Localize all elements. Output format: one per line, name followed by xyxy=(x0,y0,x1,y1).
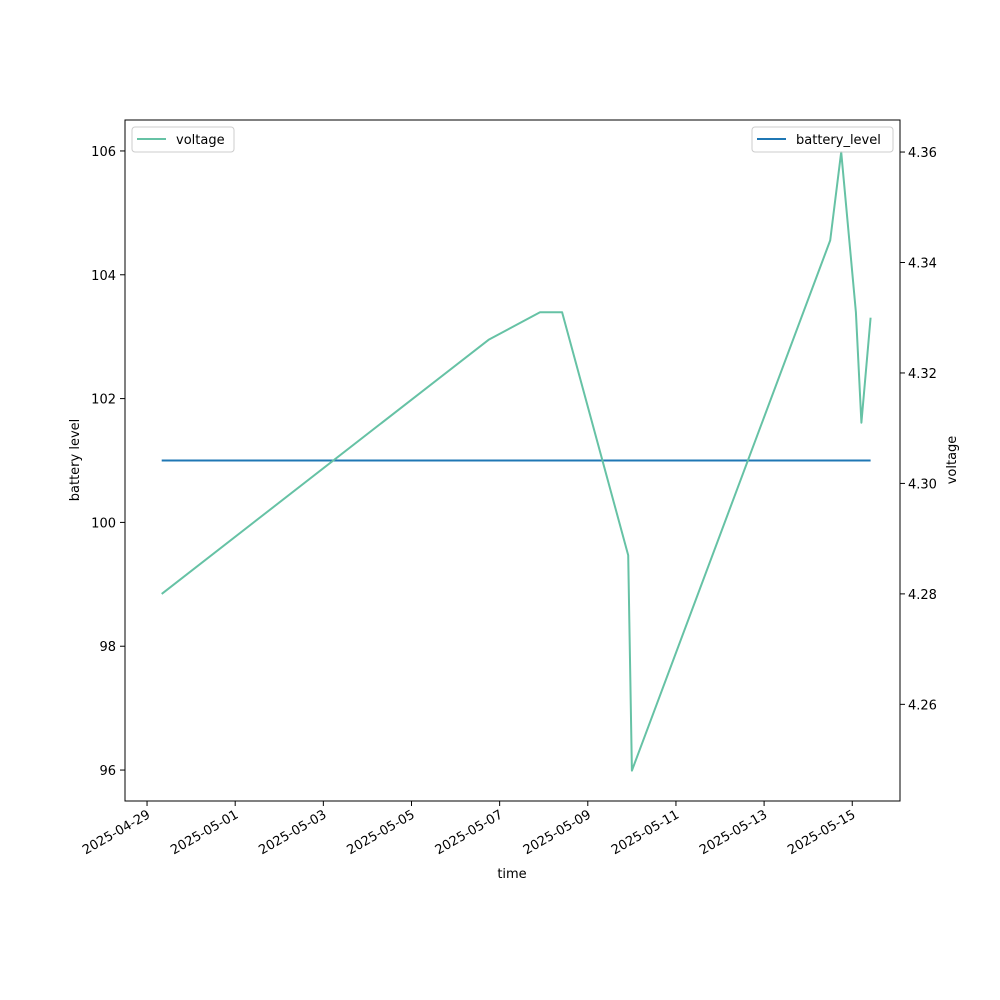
plot-frame xyxy=(124,119,901,802)
legend-battery-level: battery_level xyxy=(751,126,894,153)
y-left-tick-label: 96 xyxy=(99,764,116,779)
y-right-tick-label: 4.26 xyxy=(908,698,937,713)
y-right-tick-label: 4.36 xyxy=(908,146,937,161)
y-left-tick-label: 98 xyxy=(99,640,116,655)
y-right-tick-label: 4.28 xyxy=(908,588,937,603)
y-right-tick-label: 4.32 xyxy=(908,367,937,382)
y-axis-right-title: voltage xyxy=(945,436,960,485)
y-right-tick-label: 4.30 xyxy=(908,477,937,492)
series-line-voltage xyxy=(161,151,872,772)
legend-battery-level-box xyxy=(751,126,894,153)
y-axis-left-title: battery level xyxy=(68,419,83,502)
y-left-tick-label: 106 xyxy=(91,145,116,160)
legend-battery-level-label: battery_level xyxy=(796,133,881,148)
y-left-tick-label: 102 xyxy=(91,393,116,408)
legend-voltage: voltage xyxy=(131,126,235,153)
y-right-tick-label: 4.34 xyxy=(908,256,937,271)
x-axis-title: time xyxy=(497,867,526,882)
y-axis-left: 96 98 100 102 104 106 xyxy=(91,145,125,779)
legend-voltage-label: voltage xyxy=(176,133,225,148)
y-left-tick-label: 100 xyxy=(91,516,116,531)
y-left-tick-label: 104 xyxy=(91,269,116,284)
y-axis-right: 4.26 4.28 4.30 4.32 4.34 4.36 xyxy=(900,146,937,713)
legend-voltage-box xyxy=(131,126,235,153)
series-layer xyxy=(161,151,872,772)
